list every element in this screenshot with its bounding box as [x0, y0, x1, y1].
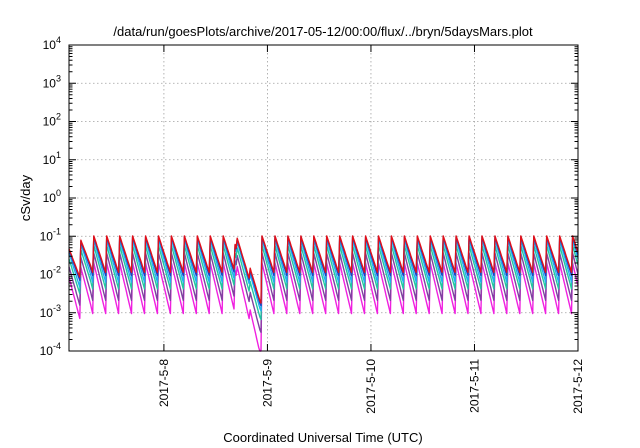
- x-tick-label: 2017-5-9: [260, 359, 274, 407]
- series-line-1: [68, 235, 579, 304]
- series-line-3: [68, 238, 579, 312]
- y-tick-label: 104: [43, 35, 61, 52]
- series-line-5: [68, 252, 579, 334]
- x-tick-label: 2017-5-8: [157, 359, 171, 407]
- y-tick-label: 101: [43, 150, 61, 167]
- series-line-2: [68, 235, 579, 307]
- x-tick-label: 2017-5-10: [364, 359, 378, 414]
- y-tick-label: 102: [43, 112, 61, 129]
- series-line-4: [68, 244, 579, 321]
- x-axis-label: Coordinated Universal Time (UTC): [223, 430, 422, 445]
- y-tick-label: 10-2: [40, 265, 61, 282]
- y-tick-label: 10-4: [40, 341, 61, 358]
- y-tick-label: 10-3: [40, 303, 61, 320]
- axis-ticks: 10-4 10-3 10-2 10-1 100 101 102 103 104 2017-5-8 2…: [40, 35, 585, 414]
- y-tick-label: 103: [43, 73, 61, 90]
- chart-title: /data/run/goesPlots/archive/2017-05-12/0…: [113, 24, 533, 39]
- y-tick-label: 100: [43, 188, 61, 205]
- x-tick-label: 2017-5-12: [571, 359, 585, 414]
- x-tick-label: 2017-5-11: [467, 359, 481, 413]
- y-axis-label: cSv/day: [18, 174, 33, 221]
- y-tick-label: 10-1: [40, 226, 61, 243]
- series-line-6: [68, 262, 579, 352]
- series-group: [68, 235, 579, 352]
